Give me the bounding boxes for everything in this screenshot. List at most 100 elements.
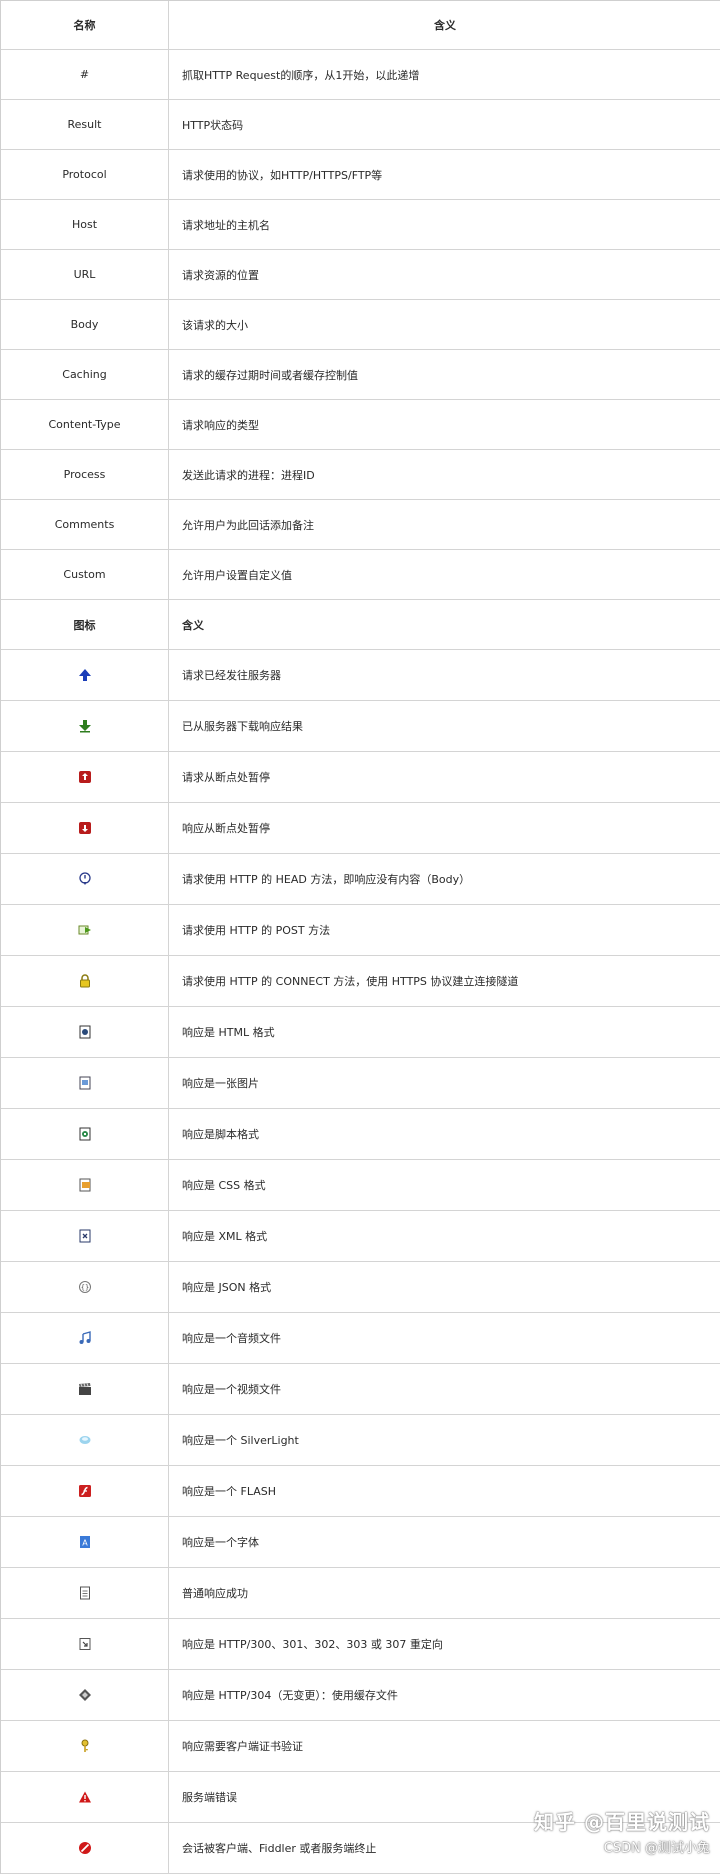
table-row: 服务端错误: [1, 1772, 720, 1823]
icon-meaning: 响应是脚本格式: [182, 1128, 259, 1141]
icon-meaning: 响应是一个字体: [182, 1536, 259, 1549]
table-row: 响应是 XML 格式: [1, 1211, 720, 1262]
field-meaning: 请求资源的位置: [182, 268, 259, 282]
cache-diamond-icon: [77, 1687, 93, 1703]
field-name: Body: [1, 300, 169, 349]
warning-triangle-icon: [77, 1789, 93, 1805]
watermark-csdn: CSDN @测试小兔: [603, 1841, 710, 1856]
request-breakpoint-icon: [77, 769, 93, 785]
json-icon: {}: [77, 1279, 93, 1295]
watermark-zhihu: 知乎 @百里说测试: [534, 1810, 710, 1834]
table-row: 请求已经发往服务器: [1, 650, 720, 701]
icon-meaning: 响应是 HTTP/300、301、302、303 或 307 重定向: [182, 1638, 443, 1651]
table-row: # 抓取HTTP Request的顺序，从1开始，以此递增: [1, 50, 720, 100]
field-meaning: 请求地址的主机名: [182, 218, 270, 232]
table-row: 请求使用 HTTP 的 HEAD 方法，即响应没有内容（Body）: [1, 854, 720, 905]
table-row: 响应是 CSS 格式: [1, 1160, 720, 1211]
icon-meaning: 响应是一个音频文件: [182, 1332, 281, 1345]
table-row: 响应是一个视频文件: [1, 1364, 720, 1415]
icon-meaning: 响应是 HTTP/304（无变更）：使用缓存文件: [182, 1689, 398, 1702]
head-method-icon: [77, 871, 93, 887]
table-row: 响应是脚本格式: [1, 1109, 720, 1160]
table-row: A 响应是一个字体: [1, 1517, 720, 1568]
table-row: 响应是 HTTP/300、301、302、303 或 307 重定向: [1, 1619, 720, 1670]
table-row: 请求从断点处暂停: [1, 752, 720, 803]
field-name: #: [1, 50, 169, 99]
field-meaning: HTTP状态码: [182, 118, 244, 132]
table-row: {} 响应是 JSON 格式: [1, 1262, 720, 1313]
silverlight-icon: [77, 1432, 93, 1448]
table-row: 响应是一个 FLASH: [1, 1466, 720, 1517]
table-row: URL 请求资源的位置: [1, 250, 720, 300]
table-row: Comments 允许用户为此回话添加备注: [1, 500, 720, 550]
field-meaning: 允许用户为此回话添加备注: [182, 518, 314, 532]
meaning-header: 含义: [182, 618, 204, 632]
icon-meaning: 响应是 HTML 格式: [182, 1026, 275, 1039]
table-row: 已从服务器下载响应结果: [1, 701, 720, 752]
field-meaning: 抓取HTTP Request的顺序，从1开始，以此递增: [182, 68, 420, 82]
post-method-icon: [77, 922, 93, 938]
table-row: Host 请求地址的主机名: [1, 200, 720, 250]
icon-meaning: 请求从断点处暂停: [182, 771, 270, 784]
table-row: 请求使用 HTTP 的 POST 方法: [1, 905, 720, 956]
icon-meaning: 请求使用 HTTP 的 HEAD 方法，即响应没有内容（Body）: [182, 873, 471, 886]
icon-meaning: 请求已经发往服务器: [182, 669, 281, 682]
table-row: 响应是一张图片: [1, 1058, 720, 1109]
table-row: Result HTTP状态码: [1, 100, 720, 150]
field-name: URL: [1, 250, 169, 299]
audio-note-icon: [77, 1330, 93, 1346]
css-file-icon: [77, 1177, 93, 1193]
flash-icon: [77, 1483, 93, 1499]
response-breakpoint-icon: [77, 820, 93, 836]
table-row: 响应从断点处暂停: [1, 803, 720, 854]
icons-table: 图标 含义 请求已经发往服务器 已从服务器下载响应结果 请求从断点处暂停 响应从…: [1, 600, 720, 1874]
field-name: Result: [1, 100, 169, 149]
field-meaning: 允许用户设置自定义值: [182, 568, 292, 582]
table-row: 响应是一个音频文件: [1, 1313, 720, 1364]
xml-file-icon: [77, 1228, 93, 1244]
field-name: Caching: [1, 350, 169, 399]
icon-meaning: 请求使用 HTTP 的 CONNECT 方法，使用 HTTPS 协议建立连接隧道: [182, 975, 519, 988]
icon-meaning: 响应是 XML 格式: [182, 1230, 268, 1243]
icon-meaning: 普通响应成功: [182, 1587, 248, 1600]
field-name: Comments: [1, 500, 169, 549]
field-name: Process: [1, 450, 169, 499]
script-file-icon: [77, 1126, 93, 1142]
lock-icon: [77, 973, 93, 989]
icon-meaning: 请求使用 HTTP 的 POST 方法: [182, 924, 331, 937]
name-header: 名称: [1, 1, 169, 49]
field-name: Custom: [1, 550, 169, 599]
image-file-icon: [77, 1075, 93, 1091]
table-row: 响应需要客户端证书验证: [1, 1721, 720, 1772]
field-name: Host: [1, 200, 169, 249]
table-row: 请求使用 HTTP 的 CONNECT 方法，使用 HTTPS 协议建立连接隧道: [1, 956, 720, 1007]
table-row: Process 发送此请求的进程：进程ID: [1, 450, 720, 500]
icon-meaning: 服务端错误: [182, 1791, 237, 1804]
icon-meaning: 响应是一个视频文件: [182, 1383, 281, 1396]
icon-meaning: 响应是 JSON 格式: [182, 1281, 272, 1294]
meaning-header: 含义: [434, 19, 456, 32]
icon-header: 图标: [1, 600, 169, 649]
fields-header-row: 名称 含义: [1, 1, 720, 50]
field-meaning: 请求响应的类型: [182, 418, 259, 432]
icon-meaning: 会话被客户端、Fiddler 或者服务端终止: [182, 1842, 377, 1855]
video-clapper-icon: [77, 1381, 93, 1397]
svg-text:{}: {}: [80, 1284, 88, 1292]
field-meaning: 请求使用的协议，如HTTP/HTTPS/FTP等: [182, 168, 383, 182]
icon-meaning: 响应需要客户端证书验证: [182, 1740, 303, 1753]
table-row: 普通响应成功: [1, 1568, 720, 1619]
font-file-icon: A: [77, 1534, 93, 1550]
icon-meaning: 响应从断点处暂停: [182, 822, 270, 835]
field-meaning: 请求的缓存过期时间或者缓存控制值: [182, 368, 358, 382]
table-row: 响应是 HTML 格式: [1, 1007, 720, 1058]
icon-meaning: 响应是一个 FLASH: [182, 1485, 276, 1498]
table-row: Caching 请求的缓存过期时间或者缓存控制值: [1, 350, 720, 400]
table-row: 响应是 HTTP/304（无变更）：使用缓存文件: [1, 1670, 720, 1721]
redirect-icon: [77, 1636, 93, 1652]
down-arrow-icon: [77, 718, 93, 734]
icon-meaning: 响应是一个 SilverLight: [182, 1434, 299, 1447]
table-row: Custom 允许用户设置自定义值: [1, 550, 720, 600]
table-row: Protocol 请求使用的协议，如HTTP/HTTPS/FTP等: [1, 150, 720, 200]
table-row: Body 该请求的大小: [1, 300, 720, 350]
